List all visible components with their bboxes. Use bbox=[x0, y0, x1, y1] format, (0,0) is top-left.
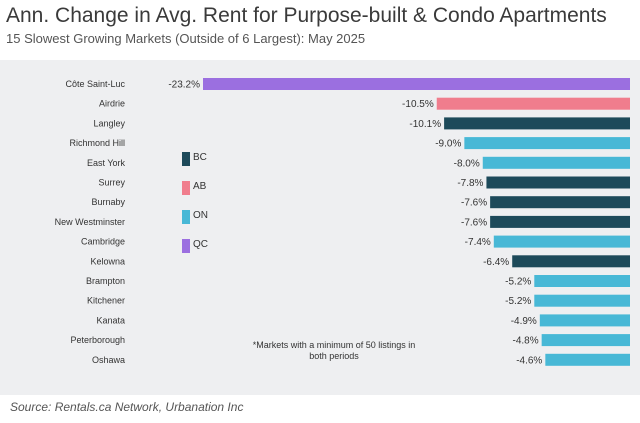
footnote-text: *Markets with a minimum of 50 listings i… bbox=[253, 340, 416, 350]
legend-swatch bbox=[182, 181, 190, 195]
source-note: Source: Rentals.ca Network, Urbanation I… bbox=[10, 400, 244, 414]
category-label: East York bbox=[87, 158, 126, 168]
value-label: -6.4% bbox=[483, 257, 509, 268]
bar bbox=[203, 78, 630, 90]
bar bbox=[436, 97, 630, 110]
category-label: Airdrie bbox=[99, 99, 125, 109]
value-label: -10.5% bbox=[402, 99, 434, 110]
value-label: -7.4% bbox=[465, 237, 491, 248]
category-label: Brampton bbox=[86, 276, 125, 286]
value-label: -4.6% bbox=[516, 355, 542, 366]
bar bbox=[464, 137, 630, 150]
category-label: Richmond Hill bbox=[69, 138, 125, 148]
category-label: Peterborough bbox=[70, 335, 125, 345]
footnote-text: both periods bbox=[309, 351, 359, 361]
category-label: Kitchener bbox=[87, 296, 125, 306]
category-label: Langley bbox=[93, 118, 125, 128]
bar bbox=[512, 255, 630, 268]
value-label: -23.2% bbox=[168, 80, 200, 91]
chart-title: Ann. Change in Avg. Rent for Purpose-bui… bbox=[6, 4, 607, 27]
legend-swatch bbox=[182, 152, 190, 166]
bar bbox=[539, 314, 630, 327]
bar bbox=[534, 294, 630, 307]
legend-label: QC bbox=[193, 239, 208, 250]
category-label: Kelowna bbox=[90, 256, 125, 266]
bar bbox=[534, 275, 630, 287]
value-label: -9.0% bbox=[435, 139, 461, 150]
bar bbox=[493, 235, 630, 248]
bar bbox=[541, 334, 630, 347]
legend-swatch bbox=[182, 210, 190, 224]
value-label: -5.2% bbox=[505, 296, 531, 307]
chart-subtitle: 15 Slowest Growing Markets (Outside of 6… bbox=[6, 31, 366, 46]
legend-label: ON bbox=[193, 210, 208, 221]
value-label: -10.1% bbox=[409, 119, 441, 130]
value-label: -7.6% bbox=[461, 217, 487, 228]
legend-label: AB bbox=[193, 181, 207, 192]
category-label: Côte Saint-Luc bbox=[65, 79, 125, 89]
value-label: -4.8% bbox=[513, 336, 539, 347]
category-label: Oshawa bbox=[92, 355, 125, 365]
bar bbox=[444, 117, 630, 130]
legend-swatch bbox=[182, 239, 190, 253]
category-label: New Westminster bbox=[55, 217, 125, 227]
bar bbox=[545, 353, 630, 366]
value-label: -8.0% bbox=[454, 158, 480, 169]
bar bbox=[490, 196, 630, 209]
legend-label: BC bbox=[193, 152, 207, 163]
bar bbox=[486, 176, 630, 189]
value-label: -5.2% bbox=[505, 277, 531, 288]
category-label: Kanata bbox=[96, 315, 125, 325]
value-label: -7.6% bbox=[461, 198, 487, 209]
value-label: -4.9% bbox=[511, 316, 537, 327]
bar bbox=[490, 215, 630, 228]
bar bbox=[482, 156, 630, 169]
value-label: -7.8% bbox=[457, 178, 483, 189]
category-label: Burnaby bbox=[91, 197, 125, 207]
category-label: Surrey bbox=[98, 178, 125, 188]
category-label: Cambridge bbox=[81, 237, 125, 247]
